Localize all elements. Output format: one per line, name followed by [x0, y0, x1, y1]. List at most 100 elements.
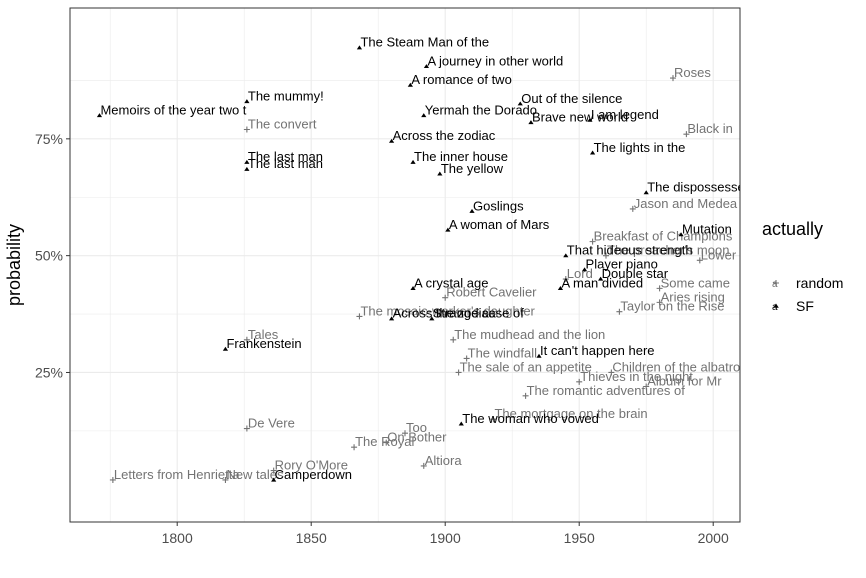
point-label: Roses	[674, 65, 711, 80]
point-label: The preacher's moon	[607, 243, 729, 258]
point-label: The mortgage on the brain	[494, 406, 647, 421]
point-label: A journey in other world	[427, 53, 563, 68]
panel-border	[69, 7, 741, 523]
point-label: The mummy!	[248, 88, 324, 103]
point-sf	[389, 316, 395, 321]
legend-key-triangle	[773, 303, 779, 308]
point-label: The yellow	[441, 161, 504, 176]
point-random	[629, 205, 636, 212]
point-sf	[643, 190, 649, 195]
point-sf	[271, 477, 277, 482]
point-sf	[469, 208, 475, 213]
point-label: Too	[406, 420, 427, 435]
point-random	[576, 378, 583, 385]
point-random	[243, 126, 250, 133]
point-label: Brave new world	[532, 109, 628, 124]
point-sf	[410, 159, 416, 164]
point-sf	[445, 227, 451, 232]
point-random	[683, 131, 690, 138]
legend-title: actually	[762, 219, 823, 239]
point-label: Breakfast of Champions	[594, 229, 733, 244]
point-label: That hideous strength	[567, 243, 693, 258]
point-random	[490, 416, 497, 423]
legend-item-SF: a SF	[772, 298, 814, 314]
point-sf	[407, 82, 413, 87]
point-label: The convert	[248, 116, 317, 131]
point-label: Frankenstein	[226, 336, 301, 351]
point-random	[656, 285, 663, 292]
point-label: The last man	[248, 149, 323, 164]
point-sf	[536, 353, 542, 358]
point-label: New tales	[226, 467, 284, 482]
x-tick-label: 1850	[296, 530, 327, 546]
point-sf	[563, 253, 569, 258]
point-random	[420, 462, 427, 469]
point-label: Rory O'More	[275, 458, 348, 473]
legend-label: random	[796, 275, 843, 291]
legend-item-random: a random	[772, 275, 843, 291]
point-random	[656, 299, 663, 306]
point-random	[356, 313, 363, 320]
point-label: Taylor on the Rise	[620, 299, 724, 314]
point-sf	[678, 232, 684, 237]
point-sf	[410, 286, 416, 291]
point-random	[402, 430, 408, 437]
legend-key-glyph: a	[772, 302, 778, 313]
point-sf	[598, 276, 604, 281]
point-label: Letters from Henrietta	[114, 467, 240, 482]
point-label: The woman who vowed	[462, 411, 599, 426]
point-label: Lord	[567, 266, 593, 281]
x-tick-label: 2000	[698, 530, 729, 546]
axis-ticks: 1800 1850 1900 1950 2000 25% 50% 75%	[35, 131, 729, 546]
legend-key-glyph: a	[772, 279, 778, 290]
point-random	[643, 383, 650, 390]
point-label: The mudhead and the lion	[454, 327, 605, 342]
point-label: I am legend	[591, 107, 659, 122]
point-sf	[587, 117, 593, 122]
point-label: Robert Cavelier	[446, 285, 537, 300]
point-label: De Vere	[248, 416, 295, 431]
point-label: Player piano	[586, 257, 658, 272]
point-sf	[244, 159, 250, 164]
point-label: Black in	[687, 121, 733, 136]
point-sf	[222, 346, 229, 351]
y-tick-label: 50%	[35, 248, 63, 264]
point-random	[522, 392, 529, 399]
points: The convert Tales De Vere Letters from Henr…	[96, 35, 740, 483]
x-tick-label: 1800	[162, 530, 193, 546]
point-label: Album for Mr	[647, 373, 722, 388]
point-random	[455, 369, 462, 376]
point-random	[670, 75, 676, 82]
point-label: Aries rising	[661, 289, 725, 304]
point-label: The mosaic-worker's daughter	[360, 303, 535, 318]
point-label: The Steam Man of the	[360, 35, 489, 50]
point-label: Camperdown	[275, 467, 352, 482]
point-sf	[421, 113, 427, 118]
point-random	[589, 238, 596, 245]
point-random	[351, 444, 358, 451]
point-random	[608, 369, 615, 376]
point-label: Lower	[701, 247, 737, 262]
point-label: Yermah the Dorado	[425, 102, 537, 117]
point-label: A crystal age	[414, 275, 488, 290]
point-label: It can't happen here	[540, 343, 655, 358]
point-label: Tales	[248, 327, 279, 342]
point-random	[222, 476, 229, 483]
point-label: Out of the silence	[521, 91, 622, 106]
point-label: Jason and Medea	[634, 196, 738, 211]
point-label: A romance of two	[411, 72, 511, 87]
point-sf	[557, 286, 564, 291]
point-sf	[244, 166, 250, 171]
point-random	[243, 336, 250, 343]
point-label: Altiora	[425, 453, 463, 468]
x-tick-label: 1950	[564, 530, 595, 546]
legend-label: SF	[796, 298, 814, 314]
point-random	[270, 467, 277, 474]
point-sf	[96, 113, 103, 118]
y-axis-title: probability	[4, 224, 24, 306]
x-tick-label: 1900	[430, 530, 461, 546]
point-sf	[581, 267, 588, 272]
point-random	[562, 276, 569, 283]
point-label: Across the zodiac	[393, 306, 496, 321]
